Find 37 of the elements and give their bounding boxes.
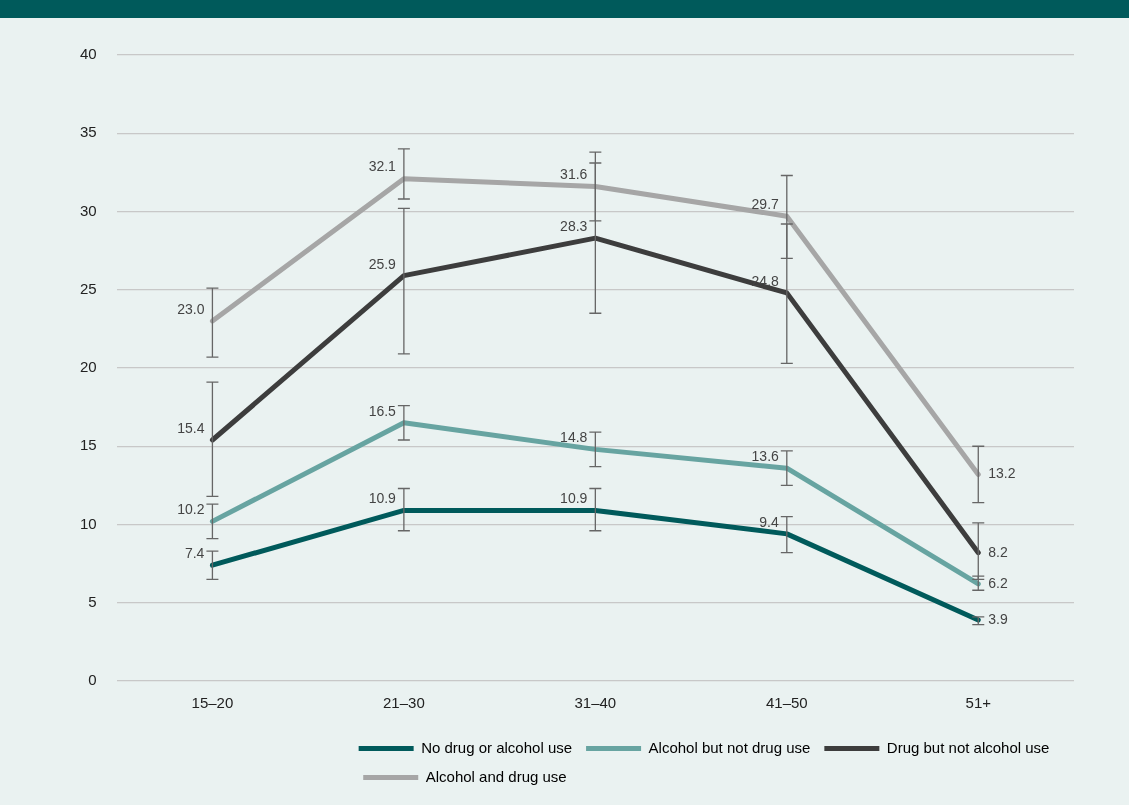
- y-tick-label: 0: [88, 671, 97, 689]
- y-tick-label: 35: [80, 123, 97, 141]
- y-tick-label: 10: [80, 514, 97, 532]
- data-label: 28.3: [560, 217, 588, 234]
- y-tick-label: 40: [80, 45, 97, 63]
- y-tick-label: 20: [80, 358, 97, 376]
- data-label: 14.8: [560, 429, 588, 446]
- data-label: 29.7: [751, 196, 780, 213]
- data-label: 13.2: [988, 465, 1016, 482]
- legend-label: Drug but not alcohol use: [886, 738, 1050, 756]
- x-tick-label: 41–50: [765, 694, 808, 712]
- y-tick-label: 15: [80, 436, 97, 454]
- y-tick-label: 30: [80, 201, 97, 219]
- data-label: 16.5: [368, 402, 397, 419]
- data-label: 10.2: [177, 501, 205, 518]
- data-label: 31.6: [560, 166, 588, 183]
- data-label: 6.2: [988, 574, 1008, 591]
- data-label: 10.9: [560, 490, 588, 507]
- data-label: 9.4: [759, 513, 780, 530]
- legend-label: No drug or alcohol use: [421, 738, 573, 756]
- x-tick-label: 15–20: [191, 694, 234, 712]
- data-label: 23.0: [177, 300, 205, 317]
- x-tick-label: 31–40: [574, 694, 617, 712]
- x-tick-label: 51+: [965, 694, 992, 712]
- data-label: 3.9: [988, 610, 1008, 627]
- data-label: 25.9: [368, 255, 397, 272]
- y-tick-label: 5: [88, 592, 97, 610]
- x-tick-label: 21–30: [383, 694, 425, 712]
- data-label: 15.4: [177, 419, 205, 436]
- data-label: 10.9: [368, 490, 397, 507]
- data-label: 7.4: [184, 545, 205, 562]
- data-label: 13.6: [751, 448, 780, 465]
- data-label: 8.2: [988, 543, 1008, 560]
- legend-label: Alcohol but not drug use: [648, 738, 811, 756]
- data-label: 32.1: [368, 158, 397, 175]
- legend-label: Alcohol and drug use: [425, 767, 567, 785]
- y-tick-label: 25: [80, 279, 97, 297]
